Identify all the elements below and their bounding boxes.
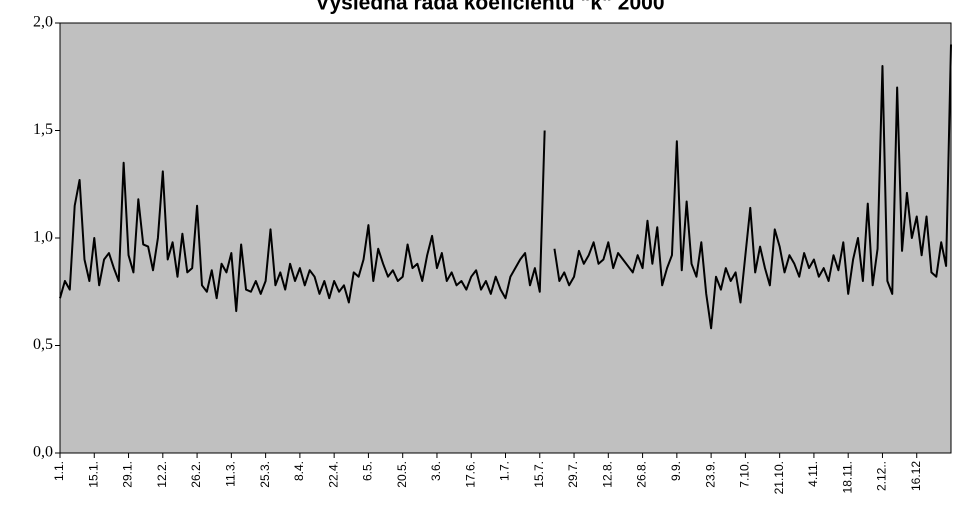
y-tick-label: 0,5 (33, 336, 53, 353)
y-tick-label: 2,0 (33, 14, 53, 31)
x-tick-label: 21.10. (772, 461, 786, 494)
x-tick-label: 1.1. (52, 461, 66, 481)
y-tick-label: 1,5 (33, 121, 53, 138)
x-tick-label: 1.7. (498, 461, 512, 481)
x-tick-label: 7.10. (738, 461, 752, 488)
plot-area (59, 22, 952, 454)
data-line (59, 44, 952, 330)
x-tick-label: 22.4. (326, 461, 340, 488)
x-tick-label: 18.11. (840, 461, 854, 493)
x-tick-label: 8.4. (292, 461, 306, 481)
x-tick-label: 9.9. (669, 461, 683, 481)
x-tick-label: 4.11. (806, 461, 820, 487)
x-tick-label: 15.1. (86, 461, 100, 488)
x-tick-label: 2.12.. (875, 461, 889, 491)
y-tick-label: 0,0 (33, 444, 53, 461)
x-tick-label: 26.2. (189, 461, 203, 488)
y-tick-label: 1,0 (33, 229, 53, 246)
x-tick-label: 6.5. (361, 461, 375, 481)
x-tick-label: 29.1. (121, 461, 135, 488)
x-tick-label: 11.3. (224, 461, 238, 487)
x-tick-label: 16.12 (909, 461, 923, 491)
x-tick-label: 15.7. (532, 461, 546, 488)
x-tick-label: 17.6. (463, 461, 477, 488)
x-tick-label: 26.8. (635, 461, 649, 488)
x-tick-label: 23.9. (703, 461, 717, 488)
chart-title: Výsledná řada koeficientů "k" 2000 (315, 0, 664, 15)
x-tick-label: 3.6. (429, 461, 443, 481)
x-tick-label: 12.2. (155, 461, 169, 488)
x-tick-label: 12.8. (600, 461, 614, 488)
x-tick-label: 20.5. (395, 461, 409, 488)
x-tick-label: 25.3. (258, 461, 272, 488)
x-tick-label: 29.7. (566, 461, 580, 488)
